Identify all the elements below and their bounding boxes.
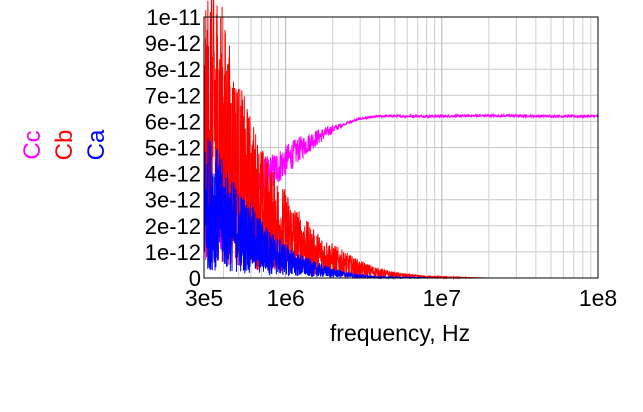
y-tick-label: 3e-12	[145, 188, 201, 213]
series-layer	[203, 0, 599, 280]
x-tick-label: 1e8	[579, 285, 617, 311]
y-tick-label: 1e-12	[145, 240, 201, 265]
x-tick-label: 1e6	[266, 285, 304, 311]
series-Ca-line	[203, 138, 442, 280]
series-Cc-line	[203, 112, 599, 261]
legend-entry-Cb: Cb	[51, 130, 78, 161]
legend-entry-Ca: Ca	[83, 129, 110, 160]
axes	[203, 16, 599, 279]
y-tick-label: 5e-12	[145, 136, 201, 161]
y-tick-labels: 01e-122e-123e-124e-125e-126e-127e-128e-1…	[145, 5, 201, 291]
legend-entry-Cc: Cc	[19, 130, 46, 159]
x-tick-label: 1e7	[423, 285, 461, 311]
y-tick-label: 9e-12	[145, 31, 201, 56]
x-axis-label: frequency, Hz	[330, 320, 470, 346]
y-tick-label: 8e-12	[145, 57, 201, 82]
y-tick-label: 4e-12	[145, 162, 201, 187]
y-tick-label: 7e-12	[145, 83, 201, 108]
x-tick-labels: 3e5 1e6 1e7 1e8	[185, 285, 617, 311]
x-tick-label: 3e5	[185, 285, 223, 311]
plot-frame	[203, 16, 599, 279]
y-tick-label: 6e-12	[145, 109, 201, 134]
y-tick-label: 1e-11	[146, 5, 201, 30]
legend: Cc Cb Ca	[19, 129, 110, 160]
y-tick-label: 2e-12	[145, 214, 201, 239]
y-tick-label: 0	[189, 266, 201, 291]
